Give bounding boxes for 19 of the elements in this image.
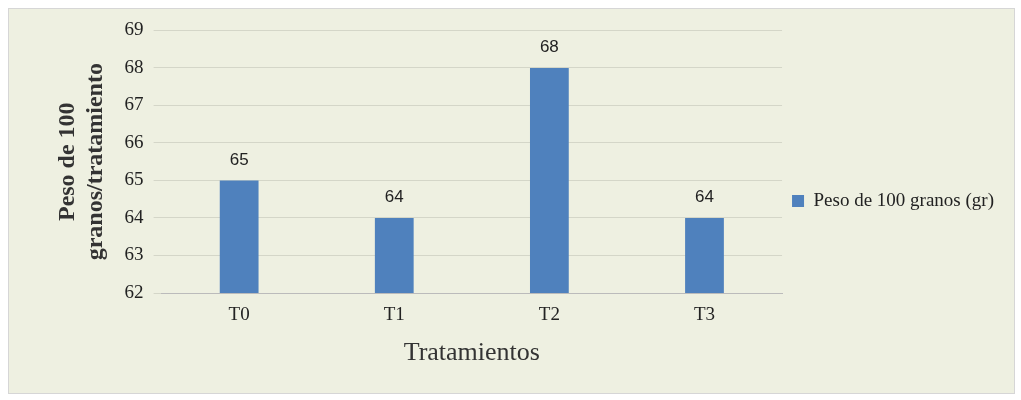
y-tick-label: 65 (124, 168, 144, 190)
x-tick-label: T1 (383, 303, 405, 325)
x-axis-title: Tratamientos (403, 337, 540, 367)
y-tick-label: 63 (124, 243, 144, 265)
data-label: 64 (695, 187, 714, 207)
legend-label: Peso de 100 granos (gr) (813, 188, 995, 211)
data-label: 68 (539, 37, 559, 57)
y-tick-label: 68 (124, 55, 144, 77)
y-tick-label: 62 (124, 280, 144, 302)
y-tick-label: 69 (124, 18, 144, 40)
y-tick-label: 67 (124, 93, 144, 115)
y-tick-label: 64 (124, 205, 145, 227)
x-tick-label: T0 (228, 303, 250, 325)
x-tick-label: T2 (538, 303, 560, 325)
data-label: 65 (229, 149, 249, 169)
y-tick-label: 66 (124, 130, 144, 152)
x-tick-label: T3 (693, 303, 716, 325)
y-axis-title: Peso de 100 granos/tratamiento (52, 63, 108, 261)
data-label: 64 (384, 187, 404, 207)
